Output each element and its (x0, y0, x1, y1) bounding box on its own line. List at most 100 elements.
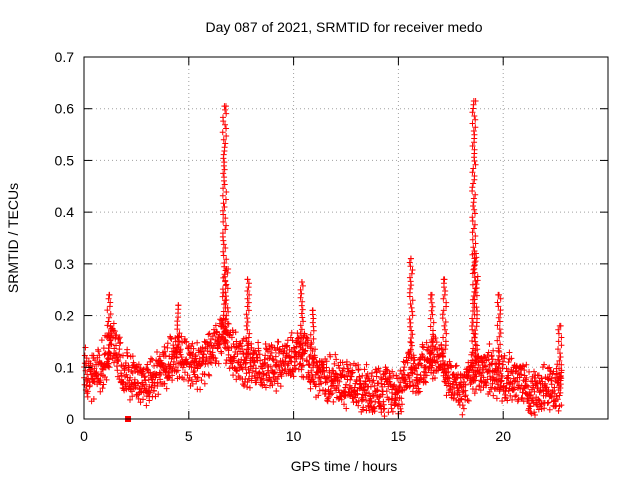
data-point (224, 343, 231, 350)
data-point (270, 357, 277, 364)
data-point (383, 388, 390, 395)
data-point (194, 374, 201, 381)
data-point (469, 109, 476, 116)
data-point (207, 339, 214, 346)
data-point (471, 353, 478, 360)
data-point (194, 365, 201, 372)
data-point (144, 361, 151, 368)
data-point (509, 396, 516, 403)
data-point (505, 359, 512, 366)
data-point (247, 351, 254, 358)
data-point (391, 402, 398, 409)
data-point (97, 359, 104, 366)
data-point (389, 368, 396, 375)
data-point (523, 382, 530, 389)
data-point (188, 376, 195, 383)
data-point (318, 380, 325, 387)
data-point (398, 408, 405, 415)
data-point (244, 379, 251, 386)
data-point (556, 373, 563, 380)
data-point (225, 320, 232, 327)
data-point (245, 299, 252, 306)
data-point (470, 180, 477, 187)
data-point (408, 342, 415, 349)
data-point (430, 319, 437, 326)
data-point (519, 389, 526, 396)
data-point (149, 356, 156, 363)
data-point (471, 296, 478, 303)
data-point (409, 378, 416, 385)
data-point (363, 361, 370, 368)
data-point (508, 355, 515, 362)
data-point (452, 363, 459, 370)
data-point (253, 379, 260, 386)
data-point (161, 380, 168, 387)
data-point (165, 375, 172, 382)
data-point (297, 286, 304, 293)
data-point (243, 338, 250, 345)
data-point (447, 386, 454, 393)
data-point (216, 331, 223, 338)
data-point (129, 393, 136, 400)
data-point (115, 358, 122, 365)
data-point (470, 345, 477, 352)
data-point (388, 405, 395, 412)
data-point (220, 151, 227, 158)
data-point (221, 174, 228, 181)
data-point (496, 333, 503, 340)
data-point (148, 384, 155, 391)
data-point (339, 359, 346, 366)
data-point (222, 121, 229, 128)
data-point (157, 370, 164, 377)
data-point (427, 355, 434, 362)
data-point (496, 349, 503, 356)
data-point (105, 295, 112, 302)
data-point (90, 378, 97, 385)
data-point (342, 384, 349, 391)
y-tick-label: 0.5 (55, 152, 75, 168)
data-point (320, 361, 327, 368)
data-point (163, 385, 170, 392)
data-point (299, 314, 306, 321)
data-point (472, 250, 479, 257)
data-point (462, 387, 469, 394)
data-point (421, 378, 428, 385)
data-point (298, 310, 305, 317)
data-point (460, 405, 467, 412)
data-point (471, 334, 478, 341)
data-point (111, 359, 117, 366)
data-point (307, 385, 314, 392)
data-point (407, 255, 414, 262)
data-point (429, 359, 436, 366)
data-point (477, 387, 484, 394)
data-point (440, 350, 447, 357)
data-point (151, 362, 158, 369)
data-point (438, 341, 445, 348)
data-point (189, 340, 196, 347)
data-point (497, 329, 504, 336)
data-point (327, 391, 334, 398)
data-point (558, 369, 565, 376)
data-point (507, 392, 514, 399)
data-point (494, 337, 501, 344)
y-tick-label: 0.7 (55, 49, 75, 65)
data-point (429, 303, 436, 310)
data-point (499, 397, 506, 404)
data-point (554, 370, 561, 377)
data-point (194, 339, 201, 346)
data-point (419, 341, 426, 348)
data-point (556, 322, 563, 329)
data-point (146, 389, 153, 396)
data-point (221, 144, 228, 151)
data-point (510, 387, 517, 394)
data-point (482, 363, 489, 370)
data-point (398, 370, 405, 377)
data-point (501, 352, 508, 359)
data-point (555, 377, 562, 384)
data-point (116, 334, 123, 341)
data-point (243, 370, 250, 377)
data-point (444, 374, 451, 381)
data-point (116, 346, 123, 353)
data-point (222, 106, 229, 113)
data-point (473, 304, 480, 311)
